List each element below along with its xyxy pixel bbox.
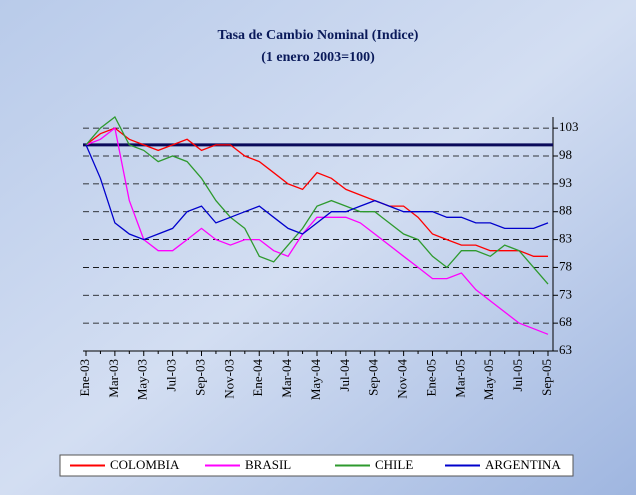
x-tick-label: Mar-03 bbox=[106, 359, 121, 398]
series-line bbox=[85, 126, 549, 335]
x-tick-label: Ene-04 bbox=[250, 359, 265, 397]
x-tick-label: May-05 bbox=[481, 359, 496, 400]
series-line bbox=[85, 116, 549, 285]
y-tick-label: 68 bbox=[559, 314, 572, 329]
x-tick-label: Mar-05 bbox=[452, 359, 467, 398]
x-tick-label: May-04 bbox=[308, 359, 323, 401]
chart-subtitle: (1 enero 2003=100) bbox=[261, 50, 375, 65]
series-line bbox=[85, 127, 548, 257]
x-tick-label: Sep-03 bbox=[192, 359, 207, 396]
series-line bbox=[85, 144, 549, 241]
y-tick-label: 73 bbox=[559, 286, 572, 301]
legend-label: CHILE bbox=[375, 457, 413, 472]
y-tick-label: 63 bbox=[559, 342, 572, 357]
x-tick-label: Nov-04 bbox=[395, 359, 410, 399]
legend bbox=[59, 454, 574, 477]
x-tick-label: Jul-04 bbox=[337, 359, 352, 392]
x-tick-label: Nov-03 bbox=[221, 359, 236, 399]
y-tick-label: 98 bbox=[559, 147, 572, 162]
y-tick-label: 103 bbox=[559, 119, 579, 134]
x-tick-label: Ene-05 bbox=[423, 359, 438, 397]
y-tick-label: 93 bbox=[559, 175, 572, 190]
y-tick-label: 78 bbox=[559, 258, 572, 273]
x-tick-label: Sep-05 bbox=[539, 359, 554, 396]
legend-label: BRASIL bbox=[245, 457, 291, 472]
chart-title: Tasa de Cambio Nominal (Indice) bbox=[218, 28, 419, 43]
y-tick-label: 83 bbox=[559, 231, 572, 246]
legend-label: ARGENTINA bbox=[485, 457, 561, 472]
y-tick-label: 88 bbox=[559, 203, 572, 218]
x-tick-label: Mar-04 bbox=[279, 359, 294, 398]
legend-label: COLOMBIA bbox=[110, 457, 180, 472]
x-tick-label: Ene-03 bbox=[77, 359, 92, 397]
x-tick-label: May-03 bbox=[135, 359, 150, 400]
x-tick-label: Sep-04 bbox=[366, 359, 381, 396]
x-tick-label: Jul-03 bbox=[164, 359, 179, 392]
x-tick-label: Jul-05 bbox=[510, 359, 525, 392]
